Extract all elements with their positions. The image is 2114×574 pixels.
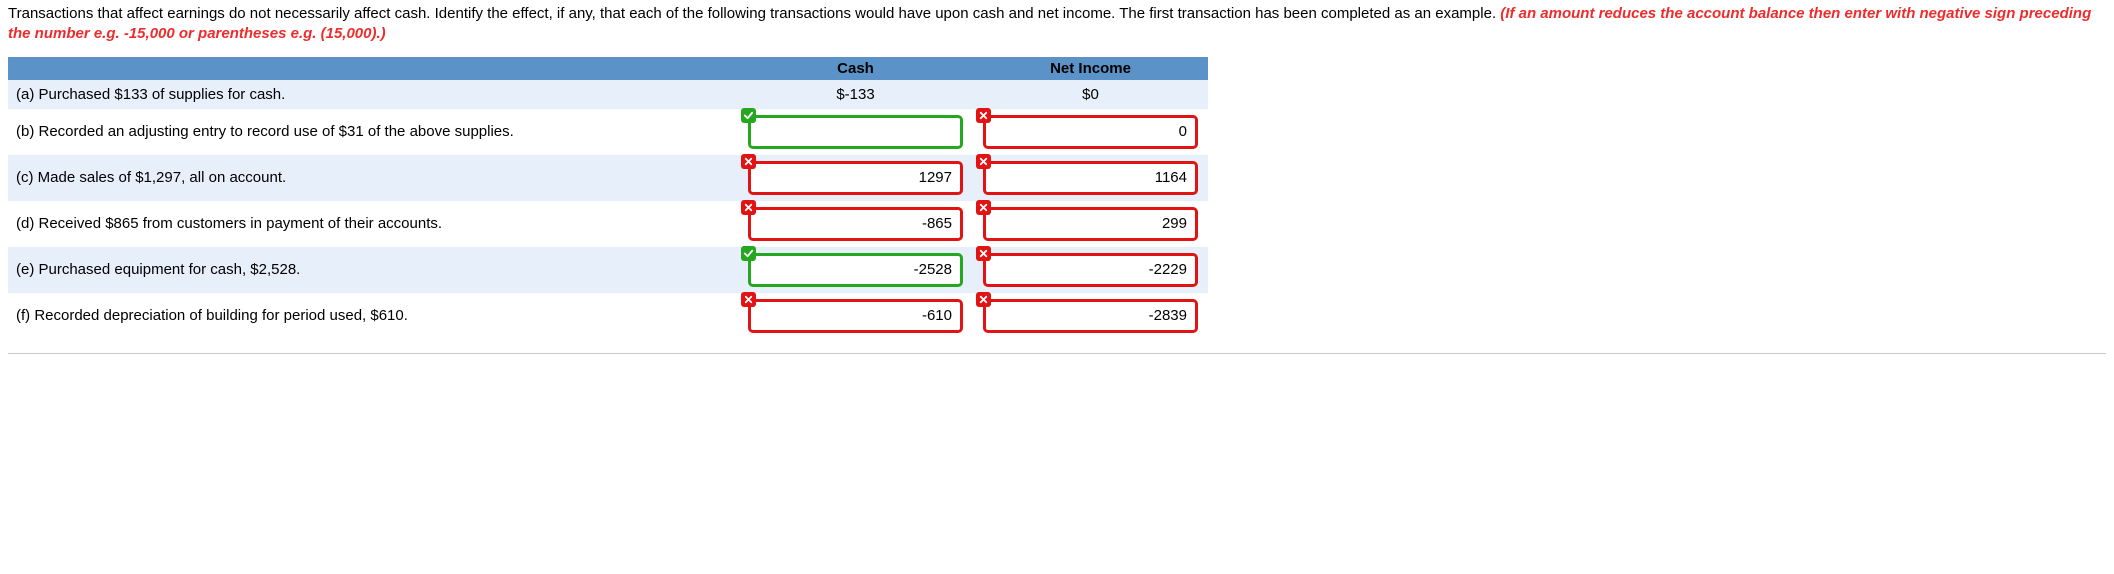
input-wrap-cash-4: [748, 299, 963, 333]
answer-input-cash-1[interactable]: [748, 161, 963, 195]
input-wrap-cash-2: [748, 207, 963, 241]
answer-input-net-4[interactable]: [983, 299, 1198, 333]
x-icon: [976, 154, 991, 169]
table-row: (f) Recorded depreciation of building fo…: [8, 293, 1208, 339]
row-desc: (e) Purchased equipment for cash, $2,528…: [8, 247, 738, 293]
x-icon: [976, 200, 991, 215]
x-icon: [741, 154, 756, 169]
input-wrap-net-3: [983, 253, 1198, 287]
answer-input-cash-3[interactable]: [748, 253, 963, 287]
cash-value: $-133: [738, 80, 973, 109]
footer-rule: [8, 353, 2106, 354]
answer-input-net-3[interactable]: [983, 253, 1198, 287]
header-blank: [8, 57, 738, 80]
table-row: (e) Purchased equipment for cash, $2,528…: [8, 247, 1208, 293]
input-wrap-net-2: [983, 207, 1198, 241]
answer-input-net-0[interactable]: [983, 115, 1198, 149]
answer-input-cash-2[interactable]: [748, 207, 963, 241]
input-wrap-cash-1: [748, 161, 963, 195]
input-wrap-cash-0: [748, 115, 963, 149]
row-desc: (d) Received $865 from customers in paym…: [8, 201, 738, 247]
checkmark-icon: [741, 246, 756, 261]
input-wrap-net-4: [983, 299, 1198, 333]
table-row: (c) Made sales of $1,297, all on account…: [8, 155, 1208, 201]
instructions: Transactions that affect earnings do not…: [8, 4, 2106, 45]
table-row: (a) Purchased $133 of supplies for cash.…: [8, 80, 1208, 109]
table-row: (b) Recorded an adjusting entry to recor…: [8, 109, 1208, 155]
row-desc: (b) Recorded an adjusting entry to recor…: [8, 109, 738, 155]
x-icon: [741, 200, 756, 215]
row-desc: (a) Purchased $133 of supplies for cash.: [8, 80, 738, 109]
instructions-plain: Transactions that affect earnings do not…: [8, 5, 1500, 22]
checkmark-icon: [741, 108, 756, 123]
header-cash: Cash: [738, 57, 973, 80]
x-icon: [976, 246, 991, 261]
input-wrap-cash-3: [748, 253, 963, 287]
row-desc: (f) Recorded depreciation of building fo…: [8, 293, 738, 339]
input-wrap-net-1: [983, 161, 1198, 195]
input-wrap-net-0: [983, 115, 1198, 149]
answer-input-cash-0[interactable]: [748, 115, 963, 149]
x-icon: [741, 292, 756, 307]
answer-input-cash-4[interactable]: [748, 299, 963, 333]
x-icon: [976, 108, 991, 123]
table-row: (d) Received $865 from customers in paym…: [8, 201, 1208, 247]
transactions-table: Cash Net Income (a) Purchased $133 of su…: [8, 57, 1208, 339]
net-income-value: $0: [973, 80, 1208, 109]
x-icon: [976, 292, 991, 307]
answer-input-net-2[interactable]: [983, 207, 1198, 241]
header-net-income: Net Income: [973, 57, 1208, 80]
row-desc: (c) Made sales of $1,297, all on account…: [8, 155, 738, 201]
answer-input-net-1[interactable]: [983, 161, 1198, 195]
